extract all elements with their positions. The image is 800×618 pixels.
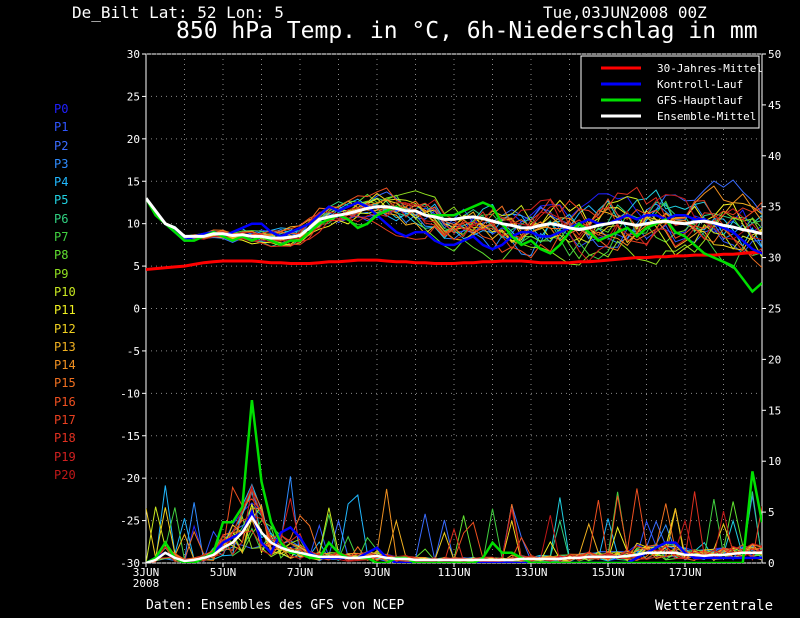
member-label-p12: P12 bbox=[54, 321, 76, 336]
x-tick-label: 5JUN bbox=[210, 566, 237, 579]
left-tick-label: -15 bbox=[120, 430, 140, 443]
right-tick-label: 15 bbox=[768, 404, 781, 417]
right-tick-label: 30 bbox=[768, 252, 781, 265]
left-tick-label: 20 bbox=[127, 133, 140, 146]
ensemble-member-list: P0 P1 P2 P3 P4 P5 P6 P7 P8 P9 P10 P11 P12 P13 P14 P15 P1… bbox=[54, 100, 76, 484]
member-label-p1: P1 bbox=[54, 120, 69, 135]
member-temp-line bbox=[146, 197, 762, 269]
member-label-p4: P4 bbox=[54, 175, 69, 190]
member-label-p20: P20 bbox=[54, 467, 76, 482]
left-tick-label: 10 bbox=[127, 218, 140, 231]
legend-entry-label: Kontroll-Lauf bbox=[657, 78, 743, 91]
x-tick-label: 11JUN bbox=[437, 566, 470, 579]
member-temp-line bbox=[146, 193, 762, 246]
gfs-main-precip-line bbox=[146, 399, 762, 563]
right-tick-label: 35 bbox=[768, 201, 781, 214]
right-tick-label: 50 bbox=[768, 48, 781, 61]
member-label-p11: P11 bbox=[54, 303, 76, 318]
member-label-p7: P7 bbox=[54, 230, 69, 245]
member-label-p10: P10 bbox=[54, 284, 76, 299]
brand-label: Wetterzentrale bbox=[655, 598, 774, 614]
member-label-p0: P0 bbox=[54, 102, 69, 116]
right-tick-label: 0 bbox=[768, 557, 775, 570]
x-tick-label: 13JUN bbox=[514, 566, 547, 579]
x-tick-label: 3JUN bbox=[133, 566, 160, 579]
chart-title: 850 hPa Temp. in °C, 6h-Niederschlag in … bbox=[176, 18, 758, 44]
right-tick-label: 20 bbox=[768, 353, 781, 366]
right-tick-label: 10 bbox=[768, 455, 781, 468]
x-tick-label: 7JUN bbox=[287, 566, 314, 579]
climatology-line bbox=[146, 251, 762, 271]
member-label-p14: P14 bbox=[54, 358, 76, 373]
left-tick-label: 0 bbox=[133, 303, 140, 316]
left-tick-label: -20 bbox=[120, 472, 140, 485]
x-tick-label: 15JUN bbox=[591, 566, 624, 579]
legend-entry-label: GFS-Hauptlauf bbox=[657, 94, 743, 107]
ensemble-mean-temp-line bbox=[146, 197, 762, 240]
member-label-p15: P15 bbox=[54, 376, 76, 391]
data-source-note: Daten: Ensembles des GFS von NCEP bbox=[146, 598, 405, 613]
control-run-temp-line bbox=[146, 197, 762, 255]
legend-entry-label: Ensemble-Mittel bbox=[657, 110, 756, 123]
x-year-label: 2008 bbox=[133, 577, 160, 590]
legend-entry-label: 30-Jahres-Mittel bbox=[657, 62, 763, 75]
left-tick-label: 5 bbox=[133, 260, 140, 273]
plot-frame bbox=[145, 53, 763, 564]
left-tick-label: -10 bbox=[120, 387, 140, 400]
left-tick-label: -25 bbox=[120, 515, 140, 528]
member-precip-line bbox=[146, 487, 762, 563]
member-label-p8: P8 bbox=[54, 248, 69, 263]
station-header: De_Bilt Lat: 52 Lon: 5 bbox=[72, 3, 284, 22]
right-tick-label: 45 bbox=[768, 99, 781, 112]
member-label-p3: P3 bbox=[54, 156, 69, 171]
x-tick-label: 9JUN bbox=[364, 566, 391, 579]
member-label-p18: P18 bbox=[54, 431, 76, 446]
run-date: Tue,03JUN2008 00Z bbox=[543, 3, 707, 22]
left-tick-label: -5 bbox=[127, 345, 140, 358]
right-tick-label: 25 bbox=[768, 303, 781, 316]
left-tick-label: -30 bbox=[120, 557, 140, 570]
left-tick-label: 25 bbox=[127, 90, 140, 103]
member-label-p5: P5 bbox=[54, 193, 69, 208]
member-label-p6: P6 bbox=[54, 211, 69, 226]
ensemble-mean-precip-line bbox=[146, 514, 762, 563]
member-label-p16: P16 bbox=[54, 394, 76, 409]
left-tick-label: 15 bbox=[127, 175, 140, 188]
right-tick-label: 5 bbox=[768, 506, 775, 519]
member-label-p17: P17 bbox=[54, 413, 76, 428]
member-label-p19: P19 bbox=[54, 449, 76, 464]
x-tick-label: 17JUN bbox=[668, 566, 701, 579]
left-tick-label: 30 bbox=[127, 48, 140, 61]
member-label-p9: P9 bbox=[54, 266, 69, 281]
member-label-p2: P2 bbox=[54, 138, 69, 153]
member-label-p13: P13 bbox=[54, 339, 76, 354]
control-run-precip-line bbox=[146, 508, 762, 563]
right-tick-label: 40 bbox=[768, 150, 781, 163]
